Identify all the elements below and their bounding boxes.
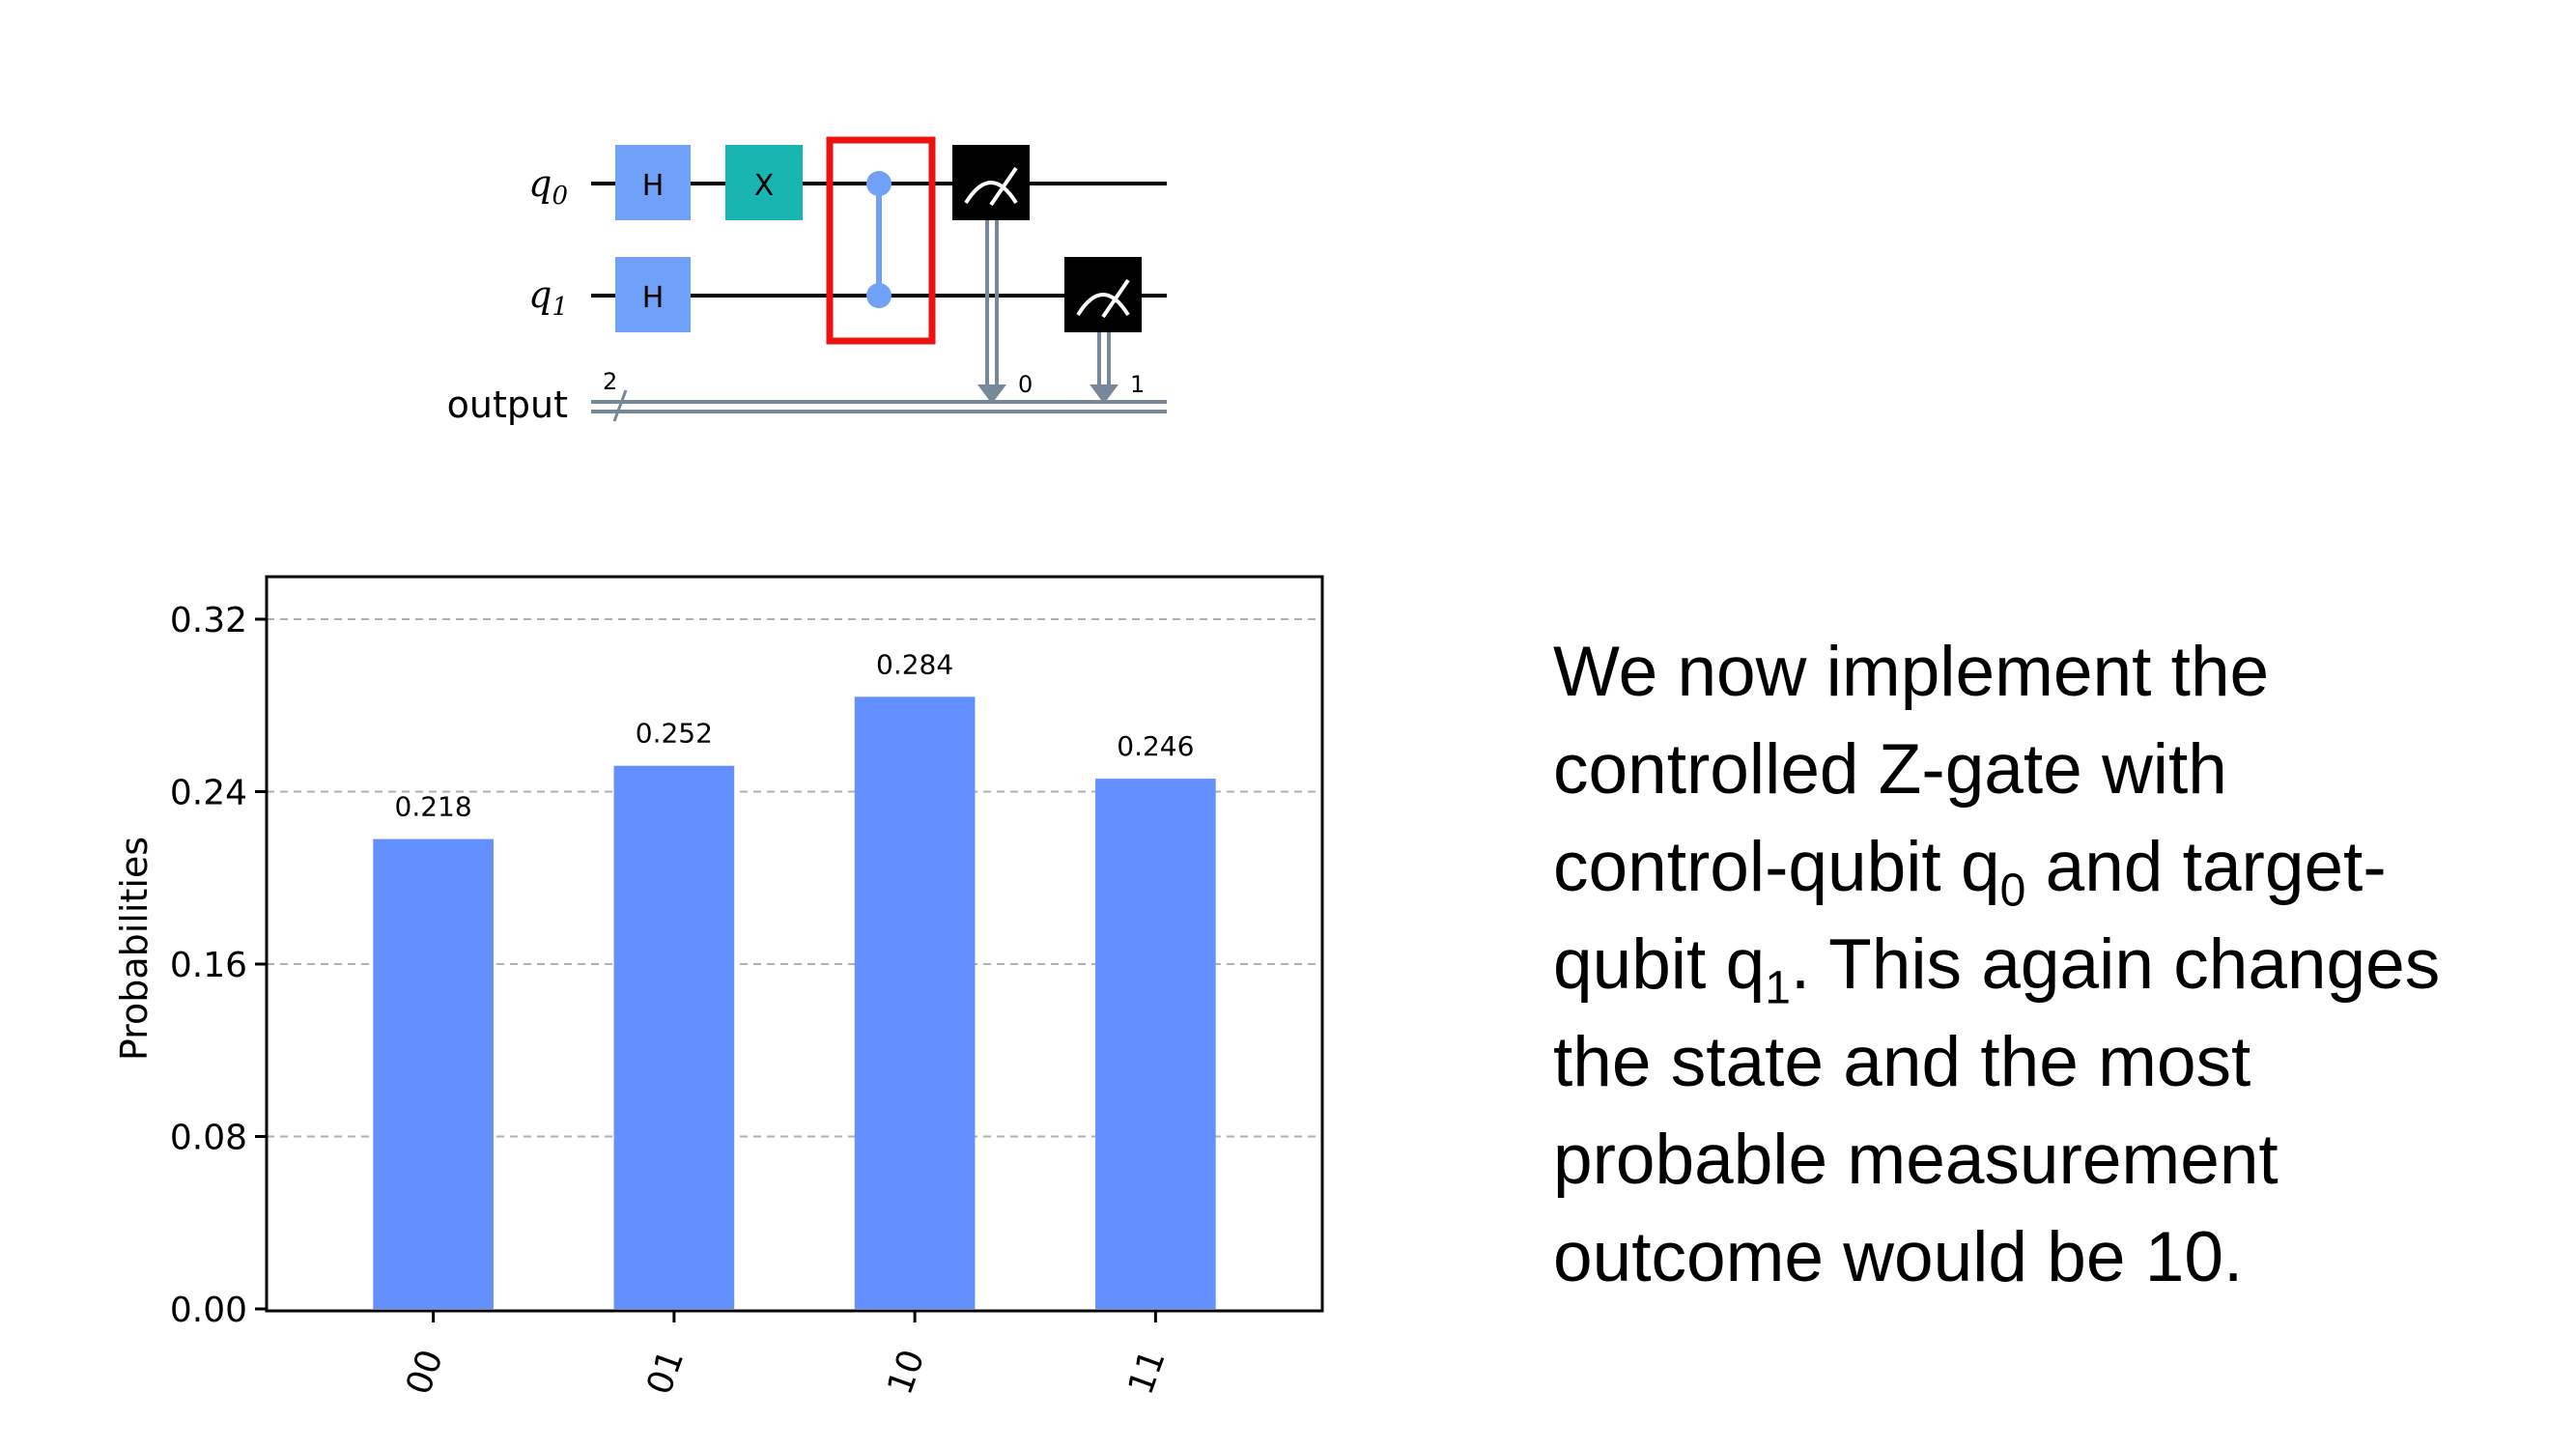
y-axis-label: Probabilities xyxy=(113,837,156,1061)
explanation-line-2: controlled Z-gate with xyxy=(1553,730,2227,809)
h-gate-label-q1: H xyxy=(642,281,665,315)
qubit-label-q0: q0 xyxy=(528,162,568,211)
measure-arrow-q0 xyxy=(977,384,1006,404)
bar-10 xyxy=(854,696,976,1309)
bar-value-label: 0.246 xyxy=(1117,730,1194,762)
bar-01 xyxy=(613,765,735,1309)
explanation-line-5: the state and the most xyxy=(1553,1023,2251,1101)
explanation-line-3: control-qubit q0 and target- xyxy=(1553,818,2538,916)
measure-bit-label-0: 0 xyxy=(1018,371,1033,398)
bars xyxy=(373,696,1216,1309)
bar-value-label: 0.284 xyxy=(876,648,953,680)
bar-value-label: 0.218 xyxy=(395,791,472,823)
h-gate-q1 xyxy=(615,257,691,332)
line3-start: control-qubit q xyxy=(1553,828,2000,906)
quantum-circuit: q0 q1 output 2 H H X 0 1 xyxy=(447,136,1167,426)
cz-control-dot xyxy=(866,171,892,196)
register-size: 2 xyxy=(603,368,617,395)
x-tick-label: 01 xyxy=(639,1345,692,1400)
explanation-line-7: outcome would be 10. xyxy=(1553,1218,2244,1296)
y-tick-label: 0.16 xyxy=(170,946,247,985)
meter-needle-q0 xyxy=(989,166,1018,207)
y-tick-label: 0.08 xyxy=(170,1119,247,1158)
control-qubit-index: 0 xyxy=(1999,865,2026,917)
qubit-label-q1: q1 xyxy=(528,273,568,322)
explanation-line-1: We now implement the xyxy=(1553,633,2270,711)
measure-bit-label-1: 1 xyxy=(1130,371,1145,398)
bar-11 xyxy=(1095,779,1216,1309)
y-tick-label: 0.24 xyxy=(170,774,247,813)
qubit-index-q1: 1 xyxy=(552,293,568,322)
plot-frame xyxy=(265,575,1324,1313)
h-gate-q0 xyxy=(615,145,691,220)
register-slash xyxy=(612,389,628,422)
line3-end: and target- xyxy=(2025,828,2387,906)
x-gate-label-q0: X xyxy=(754,169,775,203)
x-tick-label: 10 xyxy=(880,1345,932,1400)
explanation-text: We now implement the controlled Z-gate w… xyxy=(1553,623,2538,1306)
measure-arrow-q1 xyxy=(1090,384,1118,404)
h-gate-label-q0: H xyxy=(642,169,665,203)
x-tick-label: 11 xyxy=(1121,1345,1174,1400)
y-tick-label: 0.32 xyxy=(170,601,247,640)
meter-icon-q0 xyxy=(964,181,1018,205)
explanation-line-4: qubit q1. This again changes xyxy=(1553,916,2538,1013)
line4-start: qubit q xyxy=(1553,925,1766,1004)
qubit-index-q0: 0 xyxy=(552,182,568,211)
explanation-line-6: probable measurement xyxy=(1553,1121,2279,1199)
line4-end: . This again changes xyxy=(1790,925,2441,1004)
cz-target-dot xyxy=(866,283,892,308)
bar-00 xyxy=(373,838,494,1309)
y-tick-label: 0.00 xyxy=(170,1291,247,1330)
x-tick-label: 00 xyxy=(399,1345,451,1400)
bar-value-label: 0.252 xyxy=(636,718,713,750)
classical-register-label: output xyxy=(447,384,568,426)
meter-icon-q1 xyxy=(1076,293,1130,317)
meter-needle-q1 xyxy=(1101,278,1130,319)
target-qubit-index: 1 xyxy=(1765,962,1791,1014)
x-gate-q0 xyxy=(725,145,803,220)
cz-highlight-box xyxy=(826,136,936,345)
